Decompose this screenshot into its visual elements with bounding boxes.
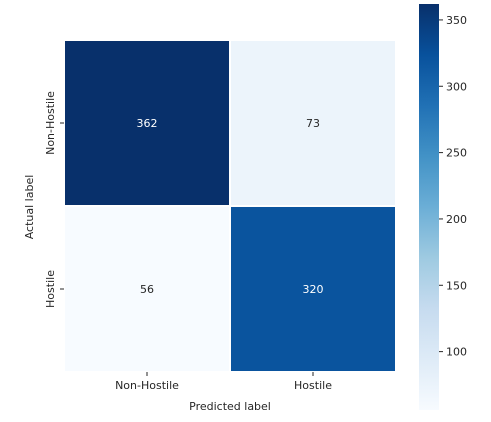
y-axis-ticks: Non-Hostile Hostile	[44, 91, 64, 308]
colorbar-tick-label: 350	[446, 14, 467, 27]
y-axis-label: Actual label	[23, 175, 36, 240]
colorbar-tick-label: 150	[446, 279, 467, 292]
heatmap-cell-value: 73	[306, 117, 320, 130]
x-tick-label: Non-Hostile	[115, 379, 179, 392]
colorbar-tick-label: 250	[446, 147, 467, 160]
y-tick-label: Non-Hostile	[44, 91, 57, 155]
heatmap-cell-value: 56	[140, 283, 154, 296]
heatmap-cell	[63, 205, 231, 373]
heatmap-cell-value: 320	[303, 283, 324, 296]
heatmap-cell-value: 362	[137, 117, 158, 130]
colorbar	[419, 4, 439, 410]
colorbar-tick-label: 300	[446, 80, 467, 93]
heatmap-cell	[229, 205, 397, 373]
colorbar-tick-label: 100	[446, 346, 467, 359]
colorbar-tick-label: 200	[446, 213, 467, 226]
x-tick-label: Hostile	[294, 379, 332, 392]
x-axis-label: Predicted label	[189, 400, 271, 413]
x-axis-ticks: Non-Hostile Hostile	[115, 372, 332, 392]
heatmap-cell	[63, 39, 231, 207]
heatmap-cells	[63, 39, 397, 373]
heatmap-cell	[229, 39, 397, 207]
y-tick-label: Hostile	[44, 270, 57, 308]
colorbar-ticks: 100 150 200 250 300 350	[439, 14, 467, 359]
heatmap-cell-labels: 362 73 56 320	[137, 117, 324, 296]
